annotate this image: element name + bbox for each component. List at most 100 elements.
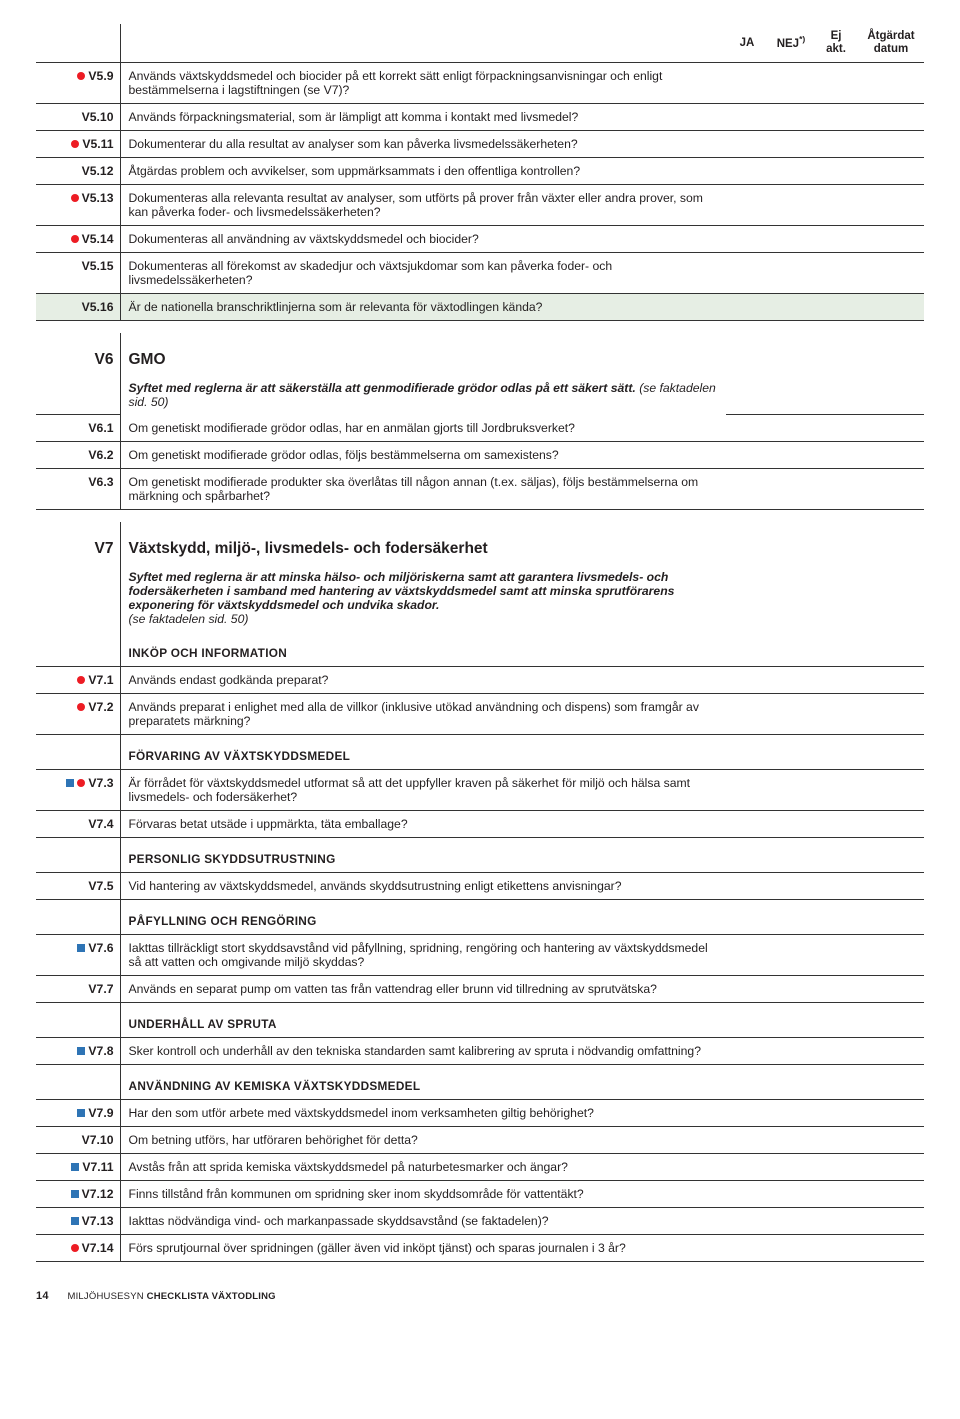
section-id: V6	[36, 333, 120, 375]
blue-square-icon	[71, 1217, 79, 1225]
subheading-forvaring: FÖRVARING AV VÄXTSKYDDSMEDEL	[36, 734, 924, 769]
row-v7-4: V7.4 Förvaras betat utsäde i uppmärkta, …	[36, 810, 924, 837]
subheading-pafyllning: PÅFYLLNING OCH RENGÖRING	[36, 899, 924, 934]
header-row: JA NEJ*) Ejakt. Åtgärdatdatum	[36, 24, 924, 63]
checklist-table: JA NEJ*) Ejakt. Åtgärdatdatum V5.9 Använ…	[36, 24, 924, 1262]
col-ej: Ejakt.	[814, 24, 858, 63]
subheading-underhall: UNDERHÅLL AV SPRUTA	[36, 1002, 924, 1037]
row-text: Dokumenteras all användning av växtskydd…	[120, 226, 726, 253]
col-nej: NEJ*)	[768, 24, 814, 63]
row-text: Iakttas tillräckligt stort skyddsavstånd…	[120, 934, 726, 975]
row-text: Sker kontroll och underhåll av den tekni…	[120, 1037, 726, 1064]
red-dot-icon	[71, 1244, 79, 1252]
cell-ja[interactable]	[726, 63, 768, 104]
row-v5-10: V5.10 Används förpackningsmaterial, som …	[36, 104, 924, 131]
row-v7-3: V7.3 Är förrådet för växtskyddsmedel utf…	[36, 769, 924, 810]
red-dot-icon	[71, 140, 79, 148]
subheading-text: ANVÄNDNING AV KEMISKA VÄXTSKYDDSMEDEL	[120, 1064, 726, 1099]
section-intro-text: Syftet med reglerna är att säkerställa a…	[129, 381, 636, 395]
red-dot-icon	[77, 676, 85, 684]
red-dot-icon	[71, 235, 79, 243]
row-text: Om genetiskt modifierade grödor odlas, f…	[120, 442, 726, 469]
row-v7-9: V7.9 Har den som utför arbete med växtsk…	[36, 1099, 924, 1126]
row-v5-13: V5.13 Dokumenteras alla relevanta result…	[36, 185, 924, 226]
row-text: Om betning utförs, har utföraren behörig…	[120, 1126, 726, 1153]
blue-square-icon	[77, 944, 85, 952]
row-v7-8: V7.8 Sker kontroll och underhåll av den …	[36, 1037, 924, 1064]
section-v7-header: V7 Växtskydd, miljö-, livsmedels- och fo…	[36, 522, 924, 564]
section-v6-header: V6 GMO	[36, 333, 924, 375]
section-intro-ref: (se faktadelen sid. 50)	[129, 612, 249, 626]
row-v5-14: V5.14 Dokumenteras all användning av väx…	[36, 226, 924, 253]
section-title: GMO	[120, 333, 726, 375]
row-text: Finns tillstånd från kommunen om spridni…	[120, 1180, 726, 1207]
row-text: Dokumenteras all förekomst av skadedjur …	[120, 253, 726, 294]
section-v6-intro: Syftet med reglerna är att säkerställa a…	[36, 375, 924, 415]
section-id: V7	[36, 522, 120, 564]
row-v5-12: V5.12 Åtgärdas problem och avvikelser, s…	[36, 158, 924, 185]
footer-text-2: CHECKLISTA VÄXTODLING	[147, 1291, 276, 1302]
row-text: Används en separat pump om vatten tas fr…	[120, 975, 726, 1002]
row-v6-3: V6.3 Om genetiskt modifierade produkter …	[36, 469, 924, 510]
row-v5-9: V5.9 Används växtskyddsmedel och biocide…	[36, 63, 924, 104]
row-v7-2: V7.2 Används preparat i enlighet med all…	[36, 693, 924, 734]
red-dot-icon	[77, 72, 85, 80]
red-dot-icon	[71, 194, 79, 202]
row-text: Dokumenteras alla relevanta resultat av …	[120, 185, 726, 226]
section-v7-intro: Syftet med reglerna är att minska hälso-…	[36, 564, 924, 632]
row-v7-11: V7.11 Avstås från att sprida kemiska väx…	[36, 1153, 924, 1180]
row-text: Används endast godkända preparat?	[120, 666, 726, 693]
row-text: Förs sprutjournal över spridningen (gäll…	[120, 1234, 726, 1261]
row-text: Används preparat i enlighet med alla de …	[120, 693, 726, 734]
blue-square-icon	[66, 779, 74, 787]
row-text: Är förrådet för växtskyddsmedel utformat…	[120, 769, 726, 810]
subheading-text: INKÖP OCH INFORMATION	[120, 632, 726, 667]
col-atg: Åtgärdatdatum	[858, 24, 924, 63]
subheading-text: FÖRVARING AV VÄXTSKYDDSMEDEL	[120, 734, 726, 769]
row-text: Iakttas nödvändiga vind- och markanpassa…	[120, 1207, 726, 1234]
col-ja: JA	[726, 24, 768, 63]
subheading-anvandning: ANVÄNDNING AV KEMISKA VÄXTSKYDDSMEDEL	[36, 1064, 924, 1099]
row-v7-14: V7.14 Förs sprutjournal över spridningen…	[36, 1234, 924, 1261]
row-text: Har den som utför arbete med växtskyddsm…	[120, 1099, 726, 1126]
section-title: Växtskydd, miljö-, livsmedels- och foder…	[120, 522, 726, 564]
row-v5-15: V5.15 Dokumenteras all förekomst av skad…	[36, 253, 924, 294]
row-text: Åtgärdas problem och avvikelser, som upp…	[120, 158, 726, 185]
cell-date[interactable]	[858, 63, 924, 104]
row-text: Vid hantering av växtskyddsmedel, använd…	[120, 872, 726, 899]
blue-square-icon	[71, 1163, 79, 1171]
subheading-inkop: INKÖP OCH INFORMATION	[36, 632, 924, 667]
row-v7-13: V7.13 Iakttas nödvändiga vind- och marka…	[36, 1207, 924, 1234]
red-dot-icon	[77, 703, 85, 711]
subheading-personlig: PERSONLIG SKYDDSUTRUSTNING	[36, 837, 924, 872]
row-text: Förvaras betat utsäde i uppmärkta, täta …	[120, 810, 726, 837]
row-v7-6: V7.6 Iakttas tillräckligt stort skyddsav…	[36, 934, 924, 975]
row-text: Avstås från att sprida kemiska växtskydd…	[120, 1153, 726, 1180]
row-v7-5: V7.5 Vid hantering av växtskyddsmedel, a…	[36, 872, 924, 899]
row-v7-10: V7.10 Om betning utförs, har utföraren b…	[36, 1126, 924, 1153]
blue-square-icon	[77, 1109, 85, 1117]
row-v6-2: V6.2 Om genetiskt modifierade grödor odl…	[36, 442, 924, 469]
blue-square-icon	[77, 1047, 85, 1055]
row-v7-1: V7.1 Används endast godkända preparat?	[36, 666, 924, 693]
subheading-text: PERSONLIG SKYDDSUTRUSTNING	[120, 837, 726, 872]
row-v7-12: V7.12 Finns tillstånd från kommunen om s…	[36, 1180, 924, 1207]
subheading-text: PÅFYLLNING OCH RENGÖRING	[120, 899, 726, 934]
row-v5-16: V5.16 Är de nationella branschriktlinjer…	[36, 294, 924, 321]
row-text: Är de nationella branschriktlinjerna som…	[120, 294, 726, 321]
row-text: Används växtskyddsmedel och biocider på …	[120, 63, 726, 104]
row-text: Dokumenterar du alla resultat av analyse…	[120, 131, 726, 158]
page-number: 14	[36, 1290, 49, 1302]
row-v6-1: V6.1 Om genetiskt modifierade grödor odl…	[36, 415, 924, 442]
row-text: Om genetiskt modifierade produkter ska ö…	[120, 469, 726, 510]
subheading-text: UNDERHÅLL AV SPRUTA	[120, 1002, 726, 1037]
cell-nej[interactable]	[768, 63, 814, 104]
red-dot-icon	[77, 779, 85, 787]
page-footer: 14 MILJÖHUSESYN CHECKLISTA VÄXTODLING	[36, 1290, 924, 1302]
row-v5-11: V5.11 Dokumenterar du alla resultat av a…	[36, 131, 924, 158]
footer-text-1: MILJÖHUSESYN	[67, 1291, 146, 1302]
row-text: Om genetiskt modifierade grödor odlas, h…	[120, 415, 726, 442]
row-v7-7: V7.7 Används en separat pump om vatten t…	[36, 975, 924, 1002]
blue-square-icon	[71, 1190, 79, 1198]
cell-ej[interactable]	[814, 63, 858, 104]
